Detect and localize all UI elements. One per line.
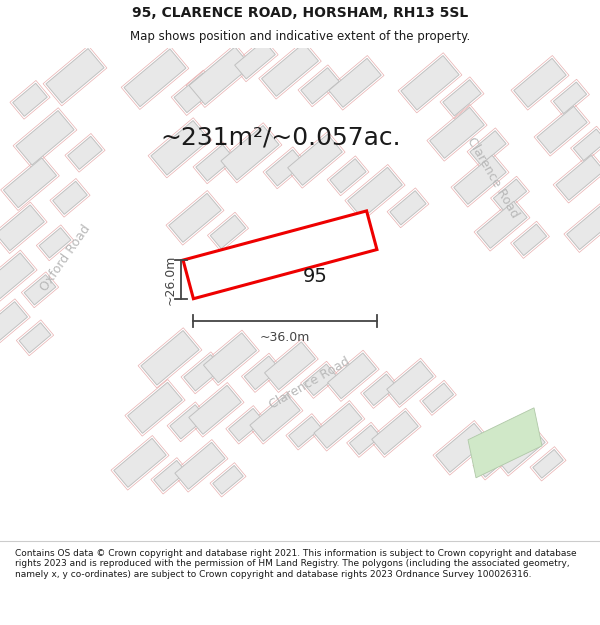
Polygon shape <box>287 134 343 186</box>
Polygon shape <box>476 446 508 478</box>
Polygon shape <box>24 274 56 305</box>
Polygon shape <box>0 302 28 344</box>
Polygon shape <box>330 159 366 193</box>
Polygon shape <box>468 408 542 478</box>
Polygon shape <box>0 205 44 251</box>
Polygon shape <box>553 82 587 114</box>
Polygon shape <box>359 0 600 430</box>
Polygon shape <box>95 209 525 566</box>
Text: ~36.0m: ~36.0m <box>260 331 310 344</box>
Polygon shape <box>262 43 319 96</box>
Polygon shape <box>289 416 322 447</box>
Polygon shape <box>477 201 527 248</box>
Polygon shape <box>537 106 587 153</box>
Polygon shape <box>430 107 484 158</box>
Polygon shape <box>314 403 362 448</box>
Polygon shape <box>390 191 426 225</box>
Polygon shape <box>265 342 316 389</box>
Polygon shape <box>210 215 246 249</box>
Polygon shape <box>387 361 433 404</box>
Polygon shape <box>372 411 418 454</box>
Text: Oxford Road: Oxford Road <box>37 222 92 293</box>
Polygon shape <box>443 79 481 116</box>
Polygon shape <box>154 461 187 491</box>
Polygon shape <box>124 49 186 107</box>
Polygon shape <box>301 68 339 104</box>
Polygon shape <box>189 47 251 104</box>
Polygon shape <box>174 73 216 112</box>
Polygon shape <box>250 394 300 441</box>
Polygon shape <box>574 129 600 161</box>
Polygon shape <box>329 58 381 108</box>
Polygon shape <box>436 423 488 472</box>
Polygon shape <box>46 49 104 103</box>
Polygon shape <box>0 253 34 299</box>
Polygon shape <box>175 442 225 489</box>
Polygon shape <box>514 224 547 256</box>
Polygon shape <box>349 425 380 454</box>
Polygon shape <box>184 354 222 391</box>
Polygon shape <box>556 156 600 200</box>
Polygon shape <box>68 136 102 169</box>
Polygon shape <box>53 181 87 214</box>
Polygon shape <box>0 26 212 459</box>
Text: Contains OS data © Crown copyright and database right 2021. This information is : Contains OS data © Crown copyright and d… <box>15 549 577 579</box>
Text: 95: 95 <box>302 268 328 286</box>
Polygon shape <box>514 58 566 108</box>
Polygon shape <box>567 206 600 249</box>
Polygon shape <box>196 144 234 181</box>
Polygon shape <box>229 408 263 441</box>
Polygon shape <box>13 83 47 116</box>
Polygon shape <box>4 158 56 208</box>
Text: Map shows position and indicative extent of the property.: Map shows position and indicative extent… <box>130 30 470 43</box>
Polygon shape <box>493 179 527 211</box>
Polygon shape <box>170 405 206 439</box>
Text: Clarence Road: Clarence Road <box>268 354 353 411</box>
Polygon shape <box>266 149 304 186</box>
Polygon shape <box>16 111 74 165</box>
Polygon shape <box>128 382 182 433</box>
Polygon shape <box>114 438 166 488</box>
Polygon shape <box>39 228 71 258</box>
Polygon shape <box>189 386 241 434</box>
Polygon shape <box>141 331 199 385</box>
Polygon shape <box>328 353 376 399</box>
Polygon shape <box>422 383 454 412</box>
Polygon shape <box>533 449 563 478</box>
Polygon shape <box>304 364 337 396</box>
Polygon shape <box>221 126 279 180</box>
Polygon shape <box>244 356 280 389</box>
Text: ~26.0m: ~26.0m <box>163 254 176 304</box>
Polygon shape <box>495 426 545 473</box>
Text: Clarence Road: Clarence Road <box>464 135 521 221</box>
Polygon shape <box>183 211 377 299</box>
Polygon shape <box>169 193 221 242</box>
Polygon shape <box>401 56 459 110</box>
Text: 95, CLARENCE ROAD, HORSHAM, RH13 5SL: 95, CLARENCE ROAD, HORSHAM, RH13 5SL <box>132 6 468 19</box>
Polygon shape <box>364 374 397 406</box>
Polygon shape <box>151 121 209 175</box>
Polygon shape <box>203 333 257 382</box>
Polygon shape <box>347 168 403 218</box>
Polygon shape <box>213 466 243 494</box>
Polygon shape <box>454 156 506 204</box>
Polygon shape <box>235 41 275 79</box>
Text: ~231m²/~0.057ac.: ~231m²/~0.057ac. <box>160 126 401 150</box>
Polygon shape <box>19 322 51 353</box>
Polygon shape <box>470 131 506 165</box>
